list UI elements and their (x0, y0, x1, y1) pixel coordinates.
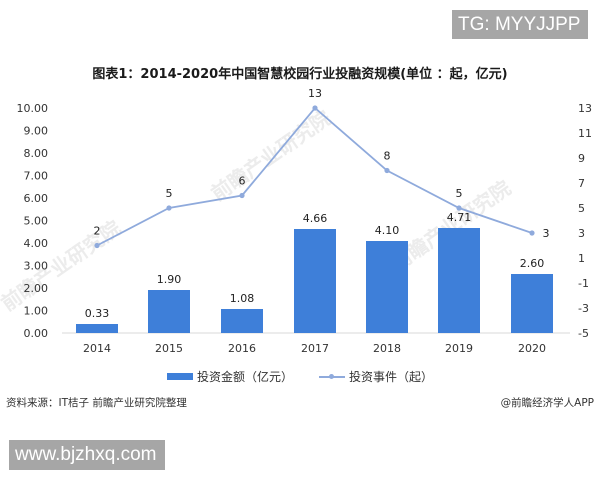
x-axis-tick: 2019 (445, 342, 473, 355)
line-point-marker (456, 205, 462, 211)
right-axis-tick: 13 (578, 102, 592, 115)
line-point-marker (166, 205, 172, 211)
left-axis-tick: 1.00 (24, 305, 49, 318)
left-axis-tick: 9.00 (24, 125, 49, 138)
left-axis-tick: 5.00 (24, 215, 49, 228)
website-overlay-label: www.bjzhxq.com (9, 440, 165, 470)
line-point-marker (384, 167, 390, 174)
right-axis-tick: -5 (578, 327, 589, 340)
line-point-marker (239, 192, 245, 199)
line-value-label: 3 (543, 227, 550, 240)
legend-label: 投资金额（亿元） (196, 370, 293, 384)
x-axis-tick: 2016 (228, 342, 256, 355)
x-axis-tick: 2018 (373, 342, 401, 355)
right-axis-tick: 3 (578, 227, 585, 240)
left-axis-tick: 7.00 (24, 170, 49, 183)
line-value-label: 2 (94, 225, 101, 238)
bar-value-label: 1.08 (230, 292, 255, 305)
right-axis-tick: 9 (578, 152, 585, 165)
x-axis-tick: 2020 (518, 342, 546, 355)
bar-2014 (76, 324, 118, 333)
bar-2017 (294, 229, 336, 333)
line-data-labels: 2 5 6 13 8 5 3 (94, 87, 550, 240)
right-axis-tick: 11 (578, 127, 592, 140)
left-axis-tick: 10.00 (17, 102, 49, 115)
legend-item-investment-events: 投资事件（起） (319, 368, 433, 385)
line-swatch-icon (319, 373, 345, 379)
left-y-axis: 0.00 1.00 2.00 3.00 4.00 5.00 6.00 7.00 8.00 9.00… (17, 102, 49, 340)
line-value-label: 8 (384, 150, 391, 163)
left-axis-tick: 4.00 (24, 237, 49, 250)
bar-value-label: 4.71 (447, 211, 472, 224)
line-value-label: 13 (308, 87, 322, 100)
tg-overlay-label: TG: MYYJJPP (452, 10, 588, 39)
legend-item-investment-amount: 投资金额（亿元） (166, 368, 293, 385)
bar-value-label: 4.10 (375, 224, 400, 237)
bar-swatch-icon (166, 373, 193, 380)
chart-legend: 投资金额（亿元） 投资事件（起） (0, 368, 600, 385)
bar-2016 (221, 309, 263, 333)
bar-data-labels: 0.33 1.90 1.08 4.66 4.10 4.71 2.60 (85, 211, 545, 320)
line-value-label: 5 (166, 187, 173, 200)
right-axis-tick: -1 (578, 277, 589, 290)
bar-2019 (438, 228, 480, 333)
left-axis-tick: 8.00 (24, 147, 49, 160)
credit-note: @前瞻经济学人APP (500, 397, 594, 409)
right-axis-tick: 7 (578, 177, 585, 190)
legend-label: 投资事件（起） (349, 370, 434, 384)
line-value-label: 5 (456, 187, 463, 200)
bar-2015 (148, 290, 190, 333)
line-point-marker (312, 105, 318, 111)
left-axis-tick: 0.00 (24, 327, 49, 340)
x-axis-tick: 2014 (83, 342, 111, 355)
bar-2020 (511, 274, 553, 333)
bar-value-label: 2.60 (520, 257, 545, 270)
bar-series (76, 228, 553, 333)
chart-title: 图表1：2014-2020年中国智慧校园行业投融资规模(单位 ：起，亿元) (92, 67, 508, 82)
line-point-marker (94, 242, 100, 249)
source-note: 资料来源：IT桔子 前瞻产业研究院整理 (6, 397, 187, 409)
left-axis-tick: 6.00 (24, 192, 49, 205)
left-axis-tick: 2.00 (24, 282, 49, 295)
x-axis-ticks: 2014 2015 2016 2017 2018 2019 2020 (83, 342, 546, 355)
bar-value-label: 0.33 (85, 307, 110, 320)
x-axis-tick: 2015 (155, 342, 183, 355)
left-axis-tick: 3.00 (24, 260, 49, 273)
line-point-marker (529, 230, 535, 236)
right-axis-tick: 5 (578, 202, 585, 215)
right-axis-tick: 1 (578, 252, 585, 265)
bar-value-label: 1.90 (157, 273, 182, 286)
bar-value-label: 4.66 (303, 212, 328, 225)
bar-2018 (366, 241, 408, 333)
line-series (94, 105, 535, 249)
x-axis-tick: 2017 (301, 342, 329, 355)
right-axis-tick: -3 (578, 302, 589, 315)
line-value-label: 6 (239, 175, 246, 188)
